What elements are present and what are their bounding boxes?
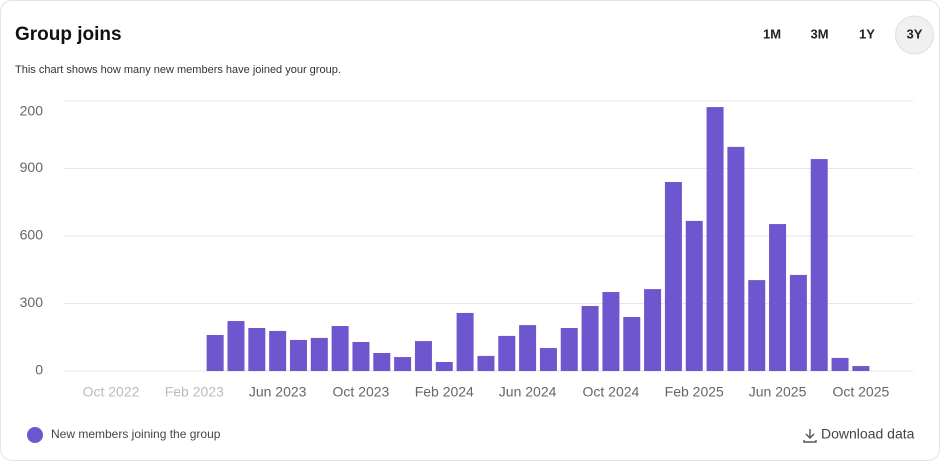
- download-icon: [803, 429, 817, 443]
- bar: [269, 330, 287, 371]
- legend-label: New members joining the group: [51, 427, 221, 441]
- range-button[interactable]: 1Y: [859, 26, 875, 41]
- bar: [456, 312, 474, 371]
- bar: [227, 321, 245, 371]
- x-tick-label: Jun 2023: [249, 384, 307, 400]
- bar: [289, 339, 307, 371]
- x-tick-label: Oct 2023: [333, 384, 390, 400]
- bar: [623, 317, 641, 371]
- legend-swatch: [27, 427, 43, 443]
- bar: [831, 357, 849, 371]
- bar: [727, 146, 745, 371]
- x-tick-label: Oct 2022: [83, 384, 140, 400]
- y-tick-label: 900: [20, 159, 44, 175]
- bar: [602, 292, 620, 371]
- y-tick-label: 300: [20, 294, 44, 310]
- y-tick-label: 0: [35, 362, 43, 378]
- bar: [414, 341, 432, 371]
- bar: [769, 224, 787, 371]
- chart-subtitle: This chart shows how many new members ha…: [15, 64, 341, 76]
- bar: [519, 325, 537, 371]
- bar: [248, 328, 266, 371]
- bar: [706, 107, 724, 371]
- bar: [748, 280, 766, 371]
- bar: [373, 353, 391, 371]
- bar: [789, 274, 807, 371]
- range-button-active[interactable]: [895, 15, 934, 55]
- range-button[interactable]: 3Y: [907, 26, 923, 41]
- x-tick-label: Feb 2024: [415, 384, 474, 400]
- download-button[interactable]: Download data: [803, 426, 915, 443]
- bar: [810, 159, 828, 371]
- x-tick-label: Jun 2024: [499, 384, 557, 400]
- download-label[interactable]: Download data: [821, 426, 915, 442]
- bar: [664, 182, 682, 371]
- bar: [331, 326, 349, 371]
- bar: [435, 362, 453, 371]
- bar: [206, 335, 224, 371]
- chart-title: Group joins: [15, 24, 122, 45]
- x-tick-label: Feb 2025: [665, 384, 724, 400]
- bar: [477, 355, 495, 371]
- bar: [498, 335, 516, 371]
- bar: [581, 305, 599, 371]
- x-tick-label: Oct 2024: [583, 384, 640, 400]
- y-tick-label: 200: [20, 103, 44, 119]
- bar: [685, 220, 703, 371]
- bar: [310, 337, 328, 371]
- y-tick-label: 600: [20, 227, 44, 243]
- bar: [539, 348, 557, 371]
- bar: [644, 289, 662, 371]
- range-button[interactable]: 1M: [763, 26, 781, 41]
- x-tick-label: Oct 2025: [832, 384, 889, 400]
- bar: [560, 328, 578, 371]
- x-tick-label: Jun 2025: [749, 384, 807, 400]
- bar: [352, 341, 370, 371]
- range-button[interactable]: 3M: [810, 26, 828, 41]
- x-tick-label: Feb 2023: [165, 384, 224, 400]
- bar: [852, 366, 870, 371]
- bar: [394, 357, 412, 371]
